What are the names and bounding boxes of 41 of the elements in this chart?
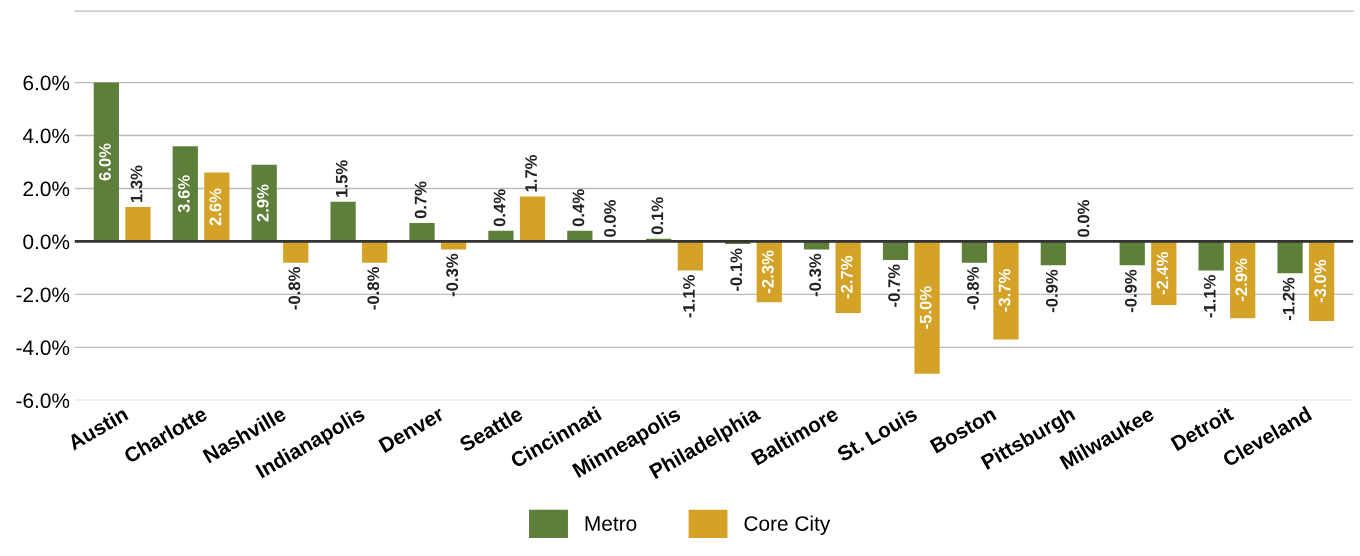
data-label: 2.6% xyxy=(209,188,222,226)
data-label: -0.9% xyxy=(1046,269,1058,313)
legend-label: Metro xyxy=(585,516,637,531)
data-label: -2.3% xyxy=(761,250,774,294)
data-label: -2.4% xyxy=(1156,251,1169,295)
data-label: -3.7% xyxy=(998,269,1011,312)
data-label: -2.9% xyxy=(1235,258,1248,301)
data-label: 0.0% xyxy=(1077,199,1090,237)
data-label: -0.3% xyxy=(809,253,822,297)
data-label: 0.4% xyxy=(572,189,585,227)
data-label: -1.1% xyxy=(683,275,695,318)
data-label: -3.0% xyxy=(1314,259,1327,303)
data-label: -1.2% xyxy=(1282,277,1295,321)
data-label: 6.0% xyxy=(99,143,111,181)
y-tick-label: -6.0% xyxy=(16,393,70,409)
data-label: 1.3% xyxy=(130,165,143,203)
y-tick-label: 4.0% xyxy=(22,128,70,144)
data-label: -0.9% xyxy=(1124,269,1137,313)
data-label: -0.3% xyxy=(446,253,459,297)
data-label: -2.7% xyxy=(840,255,853,299)
y-tick-label: -4.0% xyxy=(16,340,70,356)
y-tick-label: 0.0% xyxy=(23,234,70,250)
data-label: -0.7% xyxy=(888,264,900,307)
data-label: 0.0% xyxy=(604,199,616,237)
data-label: -0.8% xyxy=(288,267,301,310)
y-tick-label: 6.0% xyxy=(23,75,70,91)
data-label: -1.1% xyxy=(1203,275,1216,318)
data-label: 0.7% xyxy=(414,181,427,219)
legend-label: Core City xyxy=(744,515,831,536)
data-label: 1.7% xyxy=(525,154,537,192)
y-tick-label: 2.0% xyxy=(23,181,70,197)
data-label: 0.4% xyxy=(493,189,506,227)
data-label: 0.1% xyxy=(651,197,664,235)
data-label: 3.6% xyxy=(177,175,190,213)
data-label: -0.1% xyxy=(730,248,743,291)
data-label: 2.9% xyxy=(256,184,269,222)
data-label: 1.5% xyxy=(335,160,348,197)
data-label: -5.0% xyxy=(919,286,932,329)
data-label: -0.8% xyxy=(967,267,979,310)
data-label: -0.8% xyxy=(367,267,380,310)
y-tick-label: -2.0% xyxy=(16,287,70,303)
